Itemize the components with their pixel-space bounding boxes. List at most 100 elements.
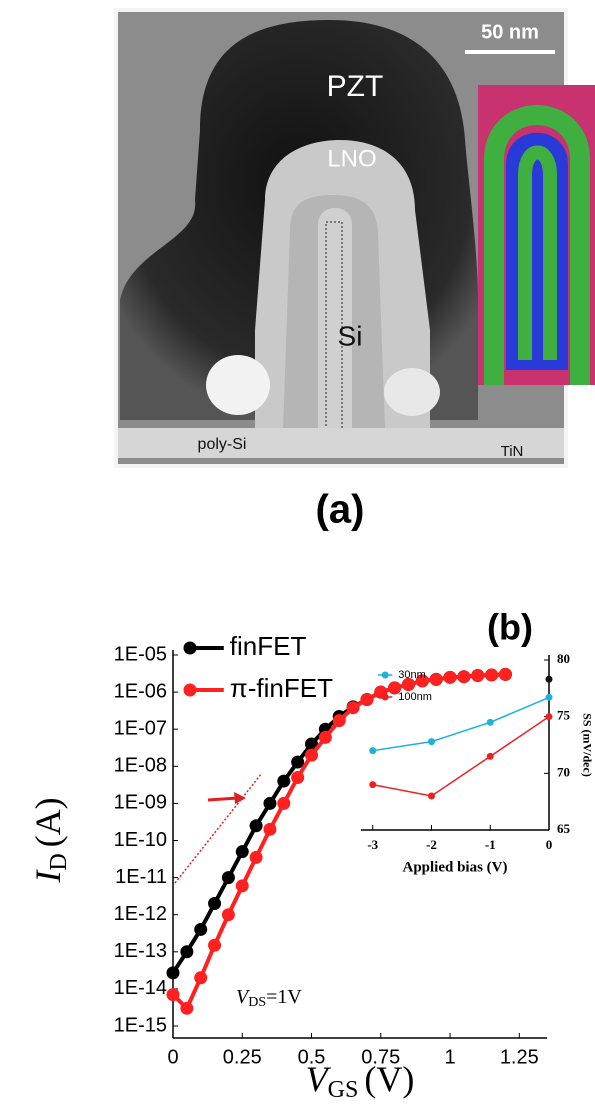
data-point: [428, 792, 435, 800]
data-point: [443, 670, 457, 684]
y-tick-label: 1E-15: [114, 1014, 167, 1036]
void: [384, 368, 440, 416]
y-tick-label: 1E-07: [114, 717, 167, 739]
y-tick-label: 70: [557, 764, 570, 779]
legend-label: π-finFET: [230, 673, 333, 703]
data-point: [388, 681, 402, 695]
data-point: [194, 971, 208, 985]
data-point: [180, 1001, 194, 1015]
void: [206, 355, 270, 415]
data-point: [545, 713, 553, 721]
data-point: [291, 755, 305, 769]
image-label: PZT: [327, 70, 384, 103]
axis-subscript: D: [46, 853, 72, 870]
data-point: [305, 748, 319, 762]
y-tick-label: 1E-10: [114, 829, 167, 851]
data-point: [457, 670, 471, 684]
axis-unit: (A): [28, 797, 68, 847]
data-point: [263, 796, 277, 810]
image-label: TiN: [501, 443, 524, 460]
x-tick-label: 0: [167, 1046, 178, 1068]
x-axis-title: Applied bias (V): [402, 859, 507, 875]
y-tick-label: 1E-08: [114, 755, 167, 777]
axis-symbol: I: [28, 869, 68, 884]
data-point: [221, 908, 235, 922]
x-tick-label: -1: [485, 837, 496, 852]
image-label: Si: [338, 320, 363, 351]
x-tick-label: 0.25: [223, 1046, 262, 1068]
x-tick-label: -3: [367, 837, 378, 852]
x-tick-label: 1: [444, 1046, 455, 1068]
x-tick-label: 0.5: [298, 1046, 326, 1068]
annotation-text: =1V: [266, 986, 302, 1008]
y-tick-label: 1E-13: [114, 940, 167, 962]
data-point: [291, 770, 305, 784]
data-point: [235, 845, 249, 859]
image-label: poly-Si: [198, 436, 247, 453]
data-point: [318, 730, 332, 744]
x-tick-label: 0.75: [361, 1046, 400, 1068]
legend-marker: [381, 693, 389, 701]
tem-image: 50 nm PZT LNO Si poly-Si TiN: [114, 8, 595, 468]
annotation-symbol: V: [236, 986, 251, 1008]
scale-bar: [465, 50, 555, 54]
y-tick-label: 1E-11: [115, 866, 167, 888]
scale-bar-label: 50 nm: [481, 21, 539, 43]
data-point: [360, 693, 374, 707]
y-axis-title: SS (mV/dec): [580, 713, 594, 777]
data-point: [429, 672, 443, 686]
annotation: VDS=1V: [236, 986, 302, 1011]
data-point: [415, 674, 429, 688]
y-tick-label: 1E-06: [114, 680, 167, 702]
data-point: [305, 737, 319, 751]
legend-marker: [183, 641, 197, 655]
data-point: [166, 966, 180, 980]
panel-label: (a): [316, 488, 365, 532]
x-tick-label: 0: [546, 837, 553, 852]
arrow-head: [234, 792, 246, 804]
legend-marker: [381, 671, 389, 679]
data-point: [332, 714, 346, 728]
data-point: [235, 879, 249, 893]
data-point: [428, 738, 435, 746]
arrow: [207, 796, 239, 802]
data-point: [545, 675, 553, 683]
data-point: [346, 701, 360, 715]
eds-green: [484, 105, 590, 385]
data-point: [277, 774, 291, 788]
data-point: [166, 988, 180, 1002]
y-axis-title: ID (A): [28, 797, 71, 883]
y-tick-label: 80: [557, 651, 570, 666]
y-tick-label: 1E-09: [114, 792, 167, 814]
legend-label: finFET: [230, 631, 307, 661]
axis-unit: (V): [364, 1059, 414, 1099]
annotation-subscript: DS: [248, 995, 266, 1010]
data-point: [249, 850, 263, 864]
data-point: [180, 945, 194, 959]
eds-blue: [506, 132, 568, 370]
data-point: [263, 822, 277, 836]
axis-symbol: V: [306, 1059, 332, 1099]
series-line: [372, 696, 550, 752]
axis-subscript: GS: [328, 1077, 359, 1103]
x-tick-label: -2: [426, 837, 437, 852]
y-tick-label: 1E-12: [114, 903, 167, 925]
data-point: [194, 922, 208, 936]
image-label: LNO: [327, 145, 376, 172]
data-point: [401, 678, 415, 692]
y-tick-label: 1E-14: [114, 977, 167, 999]
data-point: [249, 819, 263, 833]
data-point: [485, 668, 499, 682]
y-tick-label: 65: [557, 821, 571, 836]
legend-label: 100nm: [398, 691, 432, 703]
y-tick-label: 1E-05: [114, 643, 167, 665]
x-axis-title: VGS (V): [306, 1059, 415, 1102]
slope-guide: [174, 772, 263, 884]
substrate: [118, 428, 564, 458]
data-point: [545, 693, 553, 701]
data-point: [208, 897, 222, 911]
data-point: [486, 718, 494, 726]
data-point: [221, 871, 235, 885]
